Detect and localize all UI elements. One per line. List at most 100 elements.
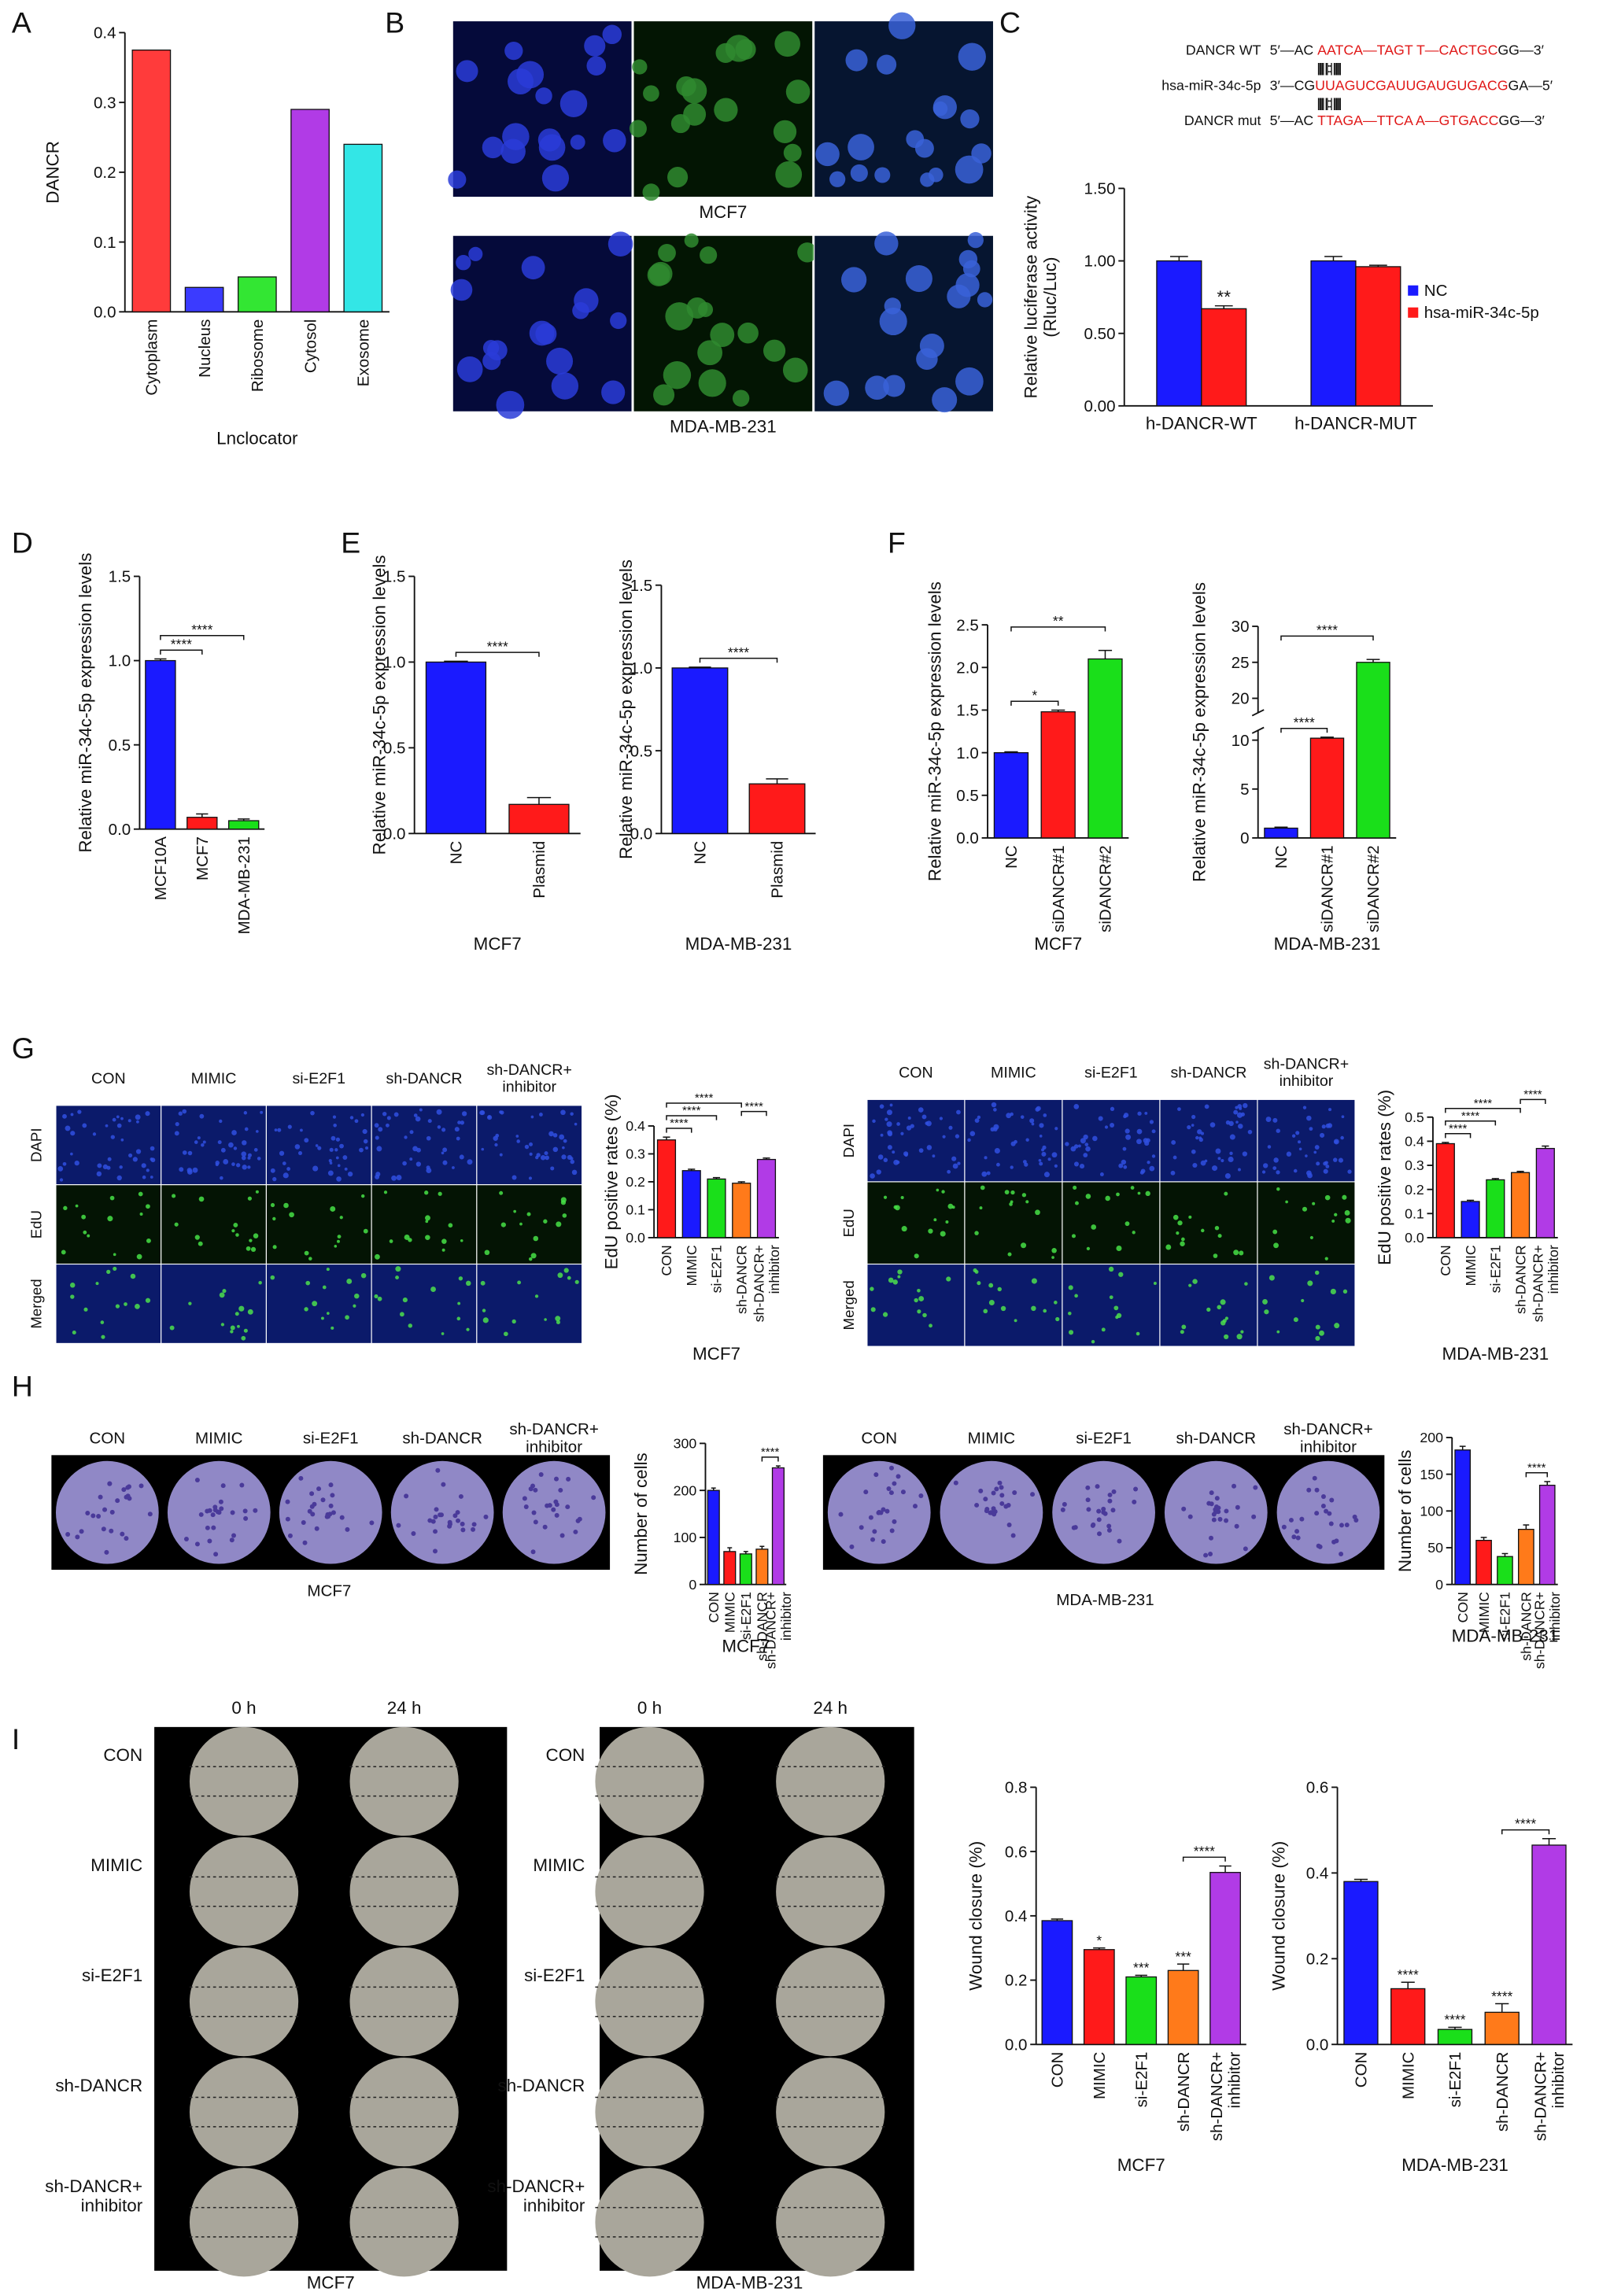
cell	[1204, 1104, 1209, 1109]
cell	[115, 1498, 120, 1504]
cell	[1121, 1159, 1127, 1165]
y-axis-label: Relative miR-34c-5p expression levels	[925, 581, 944, 881]
cell	[1291, 1134, 1296, 1138]
x-tick-label: CON	[659, 1245, 674, 1275]
cell	[1299, 1516, 1305, 1522]
cell	[785, 79, 811, 104]
significance-label: ****	[1398, 1967, 1419, 1983]
cell	[1010, 1165, 1014, 1169]
cell	[75, 1534, 80, 1540]
cell	[219, 1119, 223, 1124]
significance-bracket	[666, 1115, 718, 1120]
significance-label: ****	[1461, 1109, 1480, 1123]
cell	[74, 1161, 79, 1166]
cell	[1273, 1242, 1279, 1249]
cell	[1123, 1113, 1129, 1118]
column-label: CON	[861, 1429, 897, 1447]
cell	[383, 1190, 388, 1194]
cell	[1080, 1138, 1086, 1144]
significance-label: ****	[695, 1091, 714, 1105]
cell	[77, 1109, 82, 1114]
cell	[241, 1335, 246, 1341]
cell	[441, 1238, 447, 1244]
row-label: inhibitor	[81, 2195, 143, 2215]
cell	[607, 231, 633, 257]
column-label: MIMIC	[991, 1064, 1036, 1081]
cell	[1198, 1137, 1203, 1142]
column-label: sh-DANCR+	[1264, 1056, 1349, 1073]
cell	[1118, 1163, 1124, 1168]
cell	[870, 1286, 874, 1291]
cell	[1074, 1294, 1078, 1298]
column-label: 24 h	[387, 1698, 422, 1718]
cell	[960, 109, 980, 129]
cell	[329, 1161, 333, 1165]
cell	[345, 1315, 349, 1320]
caption: MCF7	[699, 202, 747, 222]
micrograph	[55, 1105, 162, 1186]
cell	[411, 1531, 416, 1537]
cell	[331, 1326, 334, 1330]
cell	[1276, 1187, 1280, 1191]
cell	[643, 85, 659, 102]
cell	[302, 1540, 308, 1545]
cell	[1276, 1170, 1280, 1175]
cell	[1147, 1161, 1150, 1165]
sequence: 3′—CGUUAGUCGAUUGAUGUGACGGA—5′	[1270, 77, 1553, 93]
column-label: MIMIC	[195, 1429, 243, 1447]
cell	[115, 1304, 120, 1309]
panel-label: G	[12, 1032, 35, 1065]
cell	[984, 1156, 988, 1160]
cell	[315, 1144, 319, 1147]
cell	[408, 1323, 413, 1328]
cell	[534, 1294, 539, 1298]
cell	[241, 1155, 246, 1161]
cell	[1188, 1215, 1192, 1219]
cell	[382, 1111, 387, 1117]
cell	[1136, 1139, 1142, 1145]
cell	[1247, 1129, 1253, 1135]
row-label: DAPI	[28, 1128, 44, 1162]
significance-label: ****	[1449, 1122, 1468, 1135]
cell	[1204, 1159, 1208, 1163]
cell	[1291, 1534, 1297, 1540]
cell	[610, 312, 627, 330]
cell	[1217, 1157, 1221, 1161]
cell	[231, 1130, 237, 1135]
cell	[933, 1218, 937, 1222]
cell	[283, 1202, 289, 1209]
well	[349, 2058, 459, 2167]
cell	[538, 134, 566, 161]
cell	[113, 1253, 116, 1257]
cell	[328, 1482, 334, 1488]
x-tick-label: MIMIC	[1476, 1592, 1492, 1633]
x-tick-label: Cytosol	[301, 319, 319, 373]
significance-label: ****	[1194, 1843, 1215, 1859]
cell	[782, 357, 808, 383]
y-tick-label: 30	[1232, 618, 1250, 636]
cell	[1086, 1246, 1091, 1251]
cell	[1234, 1523, 1239, 1529]
y-tick-label: 0.2	[1005, 1972, 1028, 1990]
y-tick-label: 0.1	[94, 234, 116, 252]
cell	[1217, 1516, 1223, 1522]
cell	[710, 323, 735, 348]
cell	[1295, 1131, 1300, 1135]
cell	[601, 380, 626, 404]
cell	[957, 1161, 961, 1165]
cell	[932, 1154, 936, 1158]
micrograph	[964, 1181, 1063, 1265]
x-axis-label: Lnclocator	[216, 428, 298, 448]
bar	[145, 659, 176, 830]
cell	[433, 1529, 438, 1534]
cell	[700, 246, 718, 264]
cell	[570, 1112, 574, 1116]
x-tick-label: MIMIC	[684, 1245, 700, 1286]
column-label: si-E2F1	[292, 1070, 345, 1087]
cell	[205, 1525, 210, 1530]
cell	[1039, 1135, 1043, 1138]
cell	[1347, 1169, 1352, 1174]
cell	[872, 1119, 876, 1124]
cell	[438, 1191, 442, 1196]
cell	[1314, 1145, 1320, 1150]
